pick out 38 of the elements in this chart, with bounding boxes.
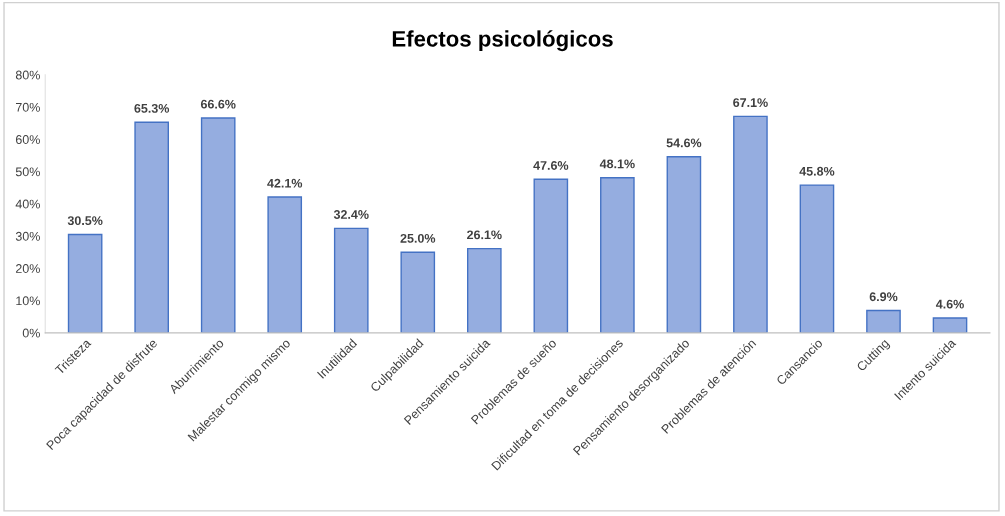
bar [600, 177, 635, 333]
bar [267, 196, 303, 333]
bar [134, 121, 169, 333]
bar [400, 251, 436, 333]
data-label: 25.0% [400, 233, 436, 243]
bar [733, 115, 768, 333]
data-label: 47.6% [533, 161, 569, 170]
bar [200, 117, 236, 333]
data-label: 54.6% [666, 138, 702, 148]
y-tick-label: 30% [15, 231, 40, 241]
bar [466, 247, 502, 333]
data-label: 4.6% [935, 299, 964, 309]
y-tick-label: 40% [15, 199, 40, 209]
data-label: 65.3% [134, 103, 170, 113]
data-label: 26.1% [467, 230, 502, 240]
data-label: 32.4% [333, 210, 369, 219]
y-tick-label: 80% [15, 70, 40, 80]
bar [666, 156, 702, 333]
y-tick-label: 70% [15, 102, 40, 112]
bar [932, 317, 968, 333]
bar [799, 184, 835, 333]
chart-title: Efectos psicológicos [392, 30, 613, 52]
y-tick-label: 10% [16, 296, 40, 306]
y-tick-label: 20% [15, 264, 40, 273]
y-tick-label: 0% [22, 328, 40, 338]
data-label: 66.6% [200, 99, 236, 109]
bar [866, 309, 901, 333]
y-tick-label: 50% [15, 167, 40, 177]
data-label: 42.1% [267, 178, 303, 188]
bar [333, 227, 369, 333]
data-label: 67.1% [733, 98, 768, 108]
data-label: 30.5% [67, 216, 103, 226]
data-label: 6.9% [869, 292, 898, 302]
bar [533, 178, 569, 333]
y-tick-label: 60% [15, 135, 40, 144]
data-label: 48.1% [599, 159, 635, 169]
data-label: 45.8% [799, 166, 835, 176]
bar [67, 233, 103, 333]
